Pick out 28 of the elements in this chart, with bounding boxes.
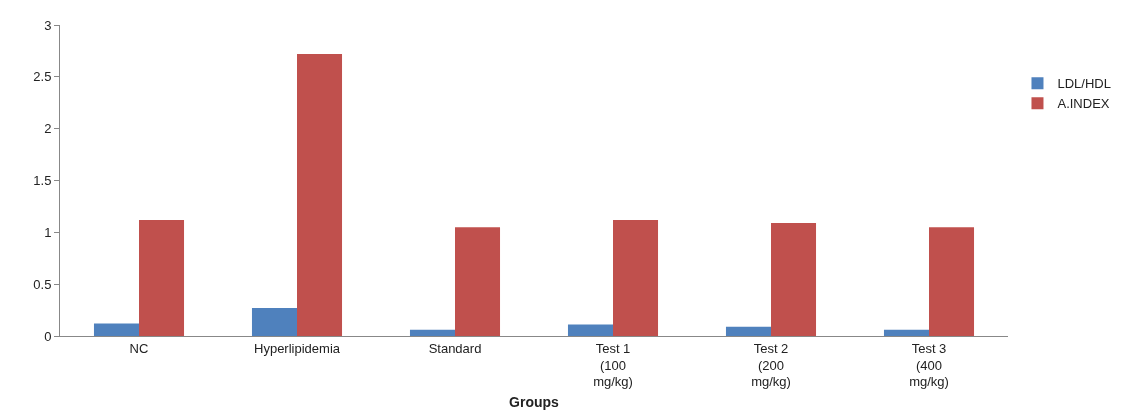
bar: [771, 223, 817, 336]
x-tick-label: Test 3 (400 mg/kg): [909, 340, 949, 390]
bar: [725, 326, 771, 336]
x-tick-label: NC: [129, 340, 149, 356]
bar: [93, 323, 139, 336]
legend-label: A.INDEX: [1057, 96, 1110, 112]
bar: [139, 219, 185, 336]
y-tick-label: 1: [44, 224, 52, 240]
x-tick-label: Hyperlipidemia: [254, 340, 341, 356]
legend-label: LDL/HDL: [1057, 76, 1111, 92]
x-tick-label: Standard: [428, 340, 482, 356]
bar: [297, 54, 343, 336]
x-tick-label: Test 1 (100 mg/kg): [593, 340, 633, 390]
bar: [409, 329, 455, 336]
bar: [567, 324, 613, 336]
y-tick-label: 3: [44, 17, 52, 33]
x-axis-title: Groups: [509, 393, 560, 410]
bar: [251, 308, 297, 336]
y-tick-label: 2: [44, 121, 52, 137]
y-tick-label: 0: [44, 328, 52, 344]
y-tick-label: 2.5: [33, 69, 52, 85]
y-tick-label: 1.5: [33, 173, 52, 189]
bar: [455, 227, 501, 336]
bar: [929, 227, 975, 336]
bar: [883, 329, 929, 336]
y-tick-label: 0.5: [33, 276, 52, 292]
x-tick-label: Test 2 (200 mg/kg): [751, 340, 791, 390]
bar: [613, 219, 659, 336]
